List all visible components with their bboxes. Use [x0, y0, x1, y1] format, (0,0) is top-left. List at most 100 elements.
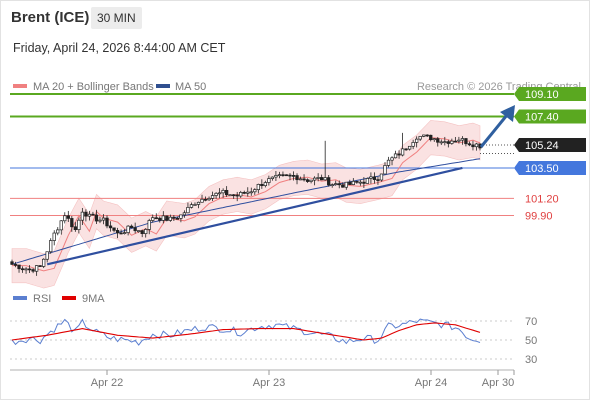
candle-body — [210, 195, 215, 199]
candle-body — [429, 134, 433, 141]
candle-body — [383, 165, 387, 175]
candle-body — [119, 232, 123, 235]
candle-body — [31, 269, 35, 272]
candle-body — [393, 153, 398, 159]
candle-body — [232, 194, 236, 197]
candle-body — [295, 175, 299, 181]
candle-body — [337, 183, 341, 186]
candle-body — [24, 268, 28, 271]
candle-body — [323, 177, 327, 181]
candle-body — [379, 173, 384, 181]
candle-body — [59, 220, 63, 231]
rsi-line — [11, 318, 481, 346]
candle-body — [288, 174, 292, 177]
candle-body — [256, 183, 260, 191]
rsi-tick-70: 70 — [525, 316, 537, 328]
candle-body — [17, 264, 21, 270]
candle-body — [263, 182, 268, 187]
candle-body — [330, 184, 334, 186]
candle-body — [365, 178, 370, 184]
support-trendline — [46, 166, 463, 266]
level-tag-105.24 — [514, 138, 586, 152]
candle-body — [372, 176, 377, 180]
candle-body — [309, 179, 313, 182]
candle-body — [411, 142, 415, 147]
candle-body — [27, 268, 32, 271]
candle-body — [115, 230, 120, 234]
candle-body — [42, 258, 46, 267]
level-tag-103.50 — [514, 160, 586, 175]
candle-body — [334, 183, 338, 185]
candle-body — [432, 138, 436, 141]
rsi-tick-50: 50 — [525, 335, 537, 347]
x-tick-label: Apr 24 — [415, 377, 447, 389]
candle-body — [98, 219, 102, 222]
candle-body — [348, 181, 352, 185]
candle-body — [70, 218, 74, 228]
candle-body — [369, 176, 373, 179]
candle-body — [439, 141, 443, 144]
candle-body — [49, 240, 53, 253]
candle-body — [133, 227, 137, 232]
candle-body — [246, 191, 250, 194]
candle-body — [284, 174, 289, 177]
candle-body — [186, 207, 190, 214]
candle-body — [341, 184, 345, 188]
candle-body — [129, 225, 134, 229]
candle-body — [217, 192, 222, 195]
candle-body — [267, 178, 271, 183]
candle-body — [253, 189, 257, 193]
candle-body — [291, 175, 296, 177]
candle-body — [161, 215, 165, 221]
candle-body — [351, 180, 355, 185]
candle-body — [112, 227, 116, 231]
rsi-tick-30: 30 — [525, 354, 537, 366]
candle-body — [358, 181, 363, 184]
candle-body — [13, 264, 18, 266]
candle-body — [126, 225, 130, 233]
chart-datetime: Friday, April 24, 2026 8:44:00 AM CET — [13, 41, 226, 55]
candle-body — [249, 191, 253, 194]
candle-body — [73, 226, 77, 230]
candle-body — [362, 181, 366, 184]
candle-body — [34, 265, 39, 272]
candle-body — [147, 220, 151, 230]
candle-body — [94, 214, 99, 222]
candle-body — [397, 153, 401, 156]
candle-body — [52, 232, 56, 241]
level-tag-text-107.40: 107.40 — [525, 111, 559, 123]
candle-body — [91, 213, 95, 216]
x-tick-label: Apr 22 — [91, 377, 123, 389]
candle-body — [457, 139, 461, 142]
legend-ma50-swatch — [156, 84, 170, 88]
candle-body — [327, 177, 331, 186]
ma50-line — [11, 158, 481, 265]
candle-body — [407, 145, 412, 150]
candle-body — [471, 144, 475, 148]
candle-body — [376, 179, 380, 181]
candle-body — [168, 216, 172, 221]
candle-body — [66, 215, 70, 219]
candle-body — [260, 183, 264, 187]
candle-body — [453, 140, 458, 143]
projection-arrow-head — [500, 105, 515, 122]
candle-body — [446, 141, 450, 144]
candle-body — [200, 198, 204, 203]
candle-body — [467, 143, 472, 146]
candle-body — [151, 217, 155, 221]
candle-body — [436, 138, 440, 143]
candle-body — [425, 134, 429, 137]
candle-body — [175, 217, 180, 220]
candle-body — [196, 201, 201, 205]
timeframe-badge[interactable]: 30 MIN — [91, 7, 142, 29]
candle-body — [172, 216, 176, 219]
candle-body — [56, 229, 60, 234]
projection-arrow-shaft — [479, 114, 509, 148]
ma20-line — [12, 137, 481, 272]
rsi-ma-line — [11, 322, 481, 341]
candle-body — [422, 134, 426, 137]
level-label-99.90: 99.90 — [525, 210, 553, 222]
level-tag-text-103.50: 103.50 — [525, 163, 559, 175]
level-tag-text-109.10: 109.10 — [525, 89, 559, 101]
candle-body — [45, 251, 49, 260]
